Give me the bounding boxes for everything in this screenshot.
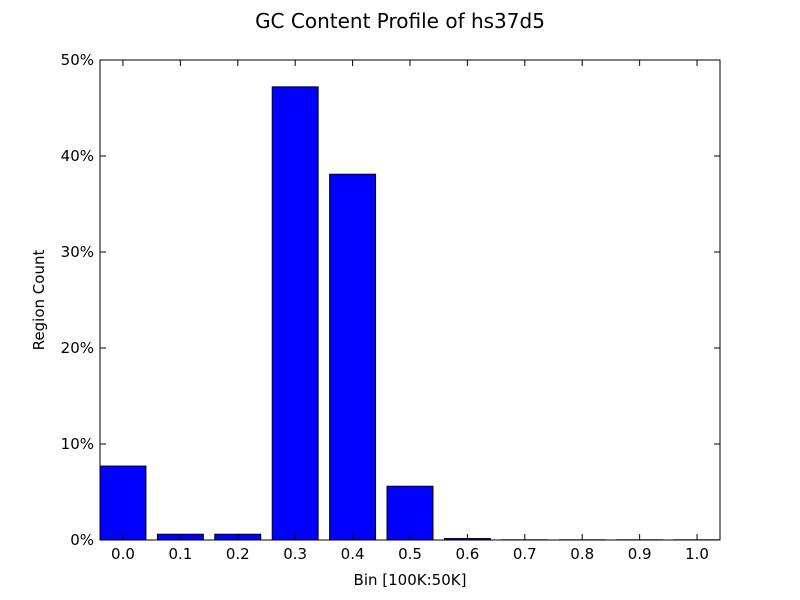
plot-area-frame bbox=[99, 59, 721, 541]
x-tick-label: 0.8 bbox=[570, 545, 594, 563]
bar-0.4 bbox=[329, 173, 377, 541]
x-tick-label: 0.7 bbox=[513, 545, 537, 563]
x-tick-label: 0.2 bbox=[226, 545, 250, 563]
x-tick-label: 0.6 bbox=[455, 545, 479, 563]
x-tick-label: 0.4 bbox=[341, 545, 365, 563]
x-axis-ticks: 0.0 0.1 0.2 0.3 0.4 0.5 0.6 0.7 0.8 0.9 1.0 bbox=[111, 60, 709, 563]
x-tick-label: 1.0 bbox=[685, 545, 709, 563]
x-tick-label: 0.9 bbox=[628, 545, 652, 563]
y-tick-label: 20% bbox=[61, 339, 94, 357]
chart-title: GC Content Profile of hs37d5 bbox=[255, 9, 545, 33]
y-axis-title: Region Count bbox=[30, 250, 48, 351]
x-tick-label: 0.5 bbox=[398, 545, 422, 563]
y-axis-ticks: 0% 10% 20% 30% 40% 50% bbox=[61, 51, 720, 549]
x-axis-title: Bin [100K:50K] bbox=[354, 571, 467, 589]
x-tick-label: 0.0 bbox=[111, 545, 135, 563]
y-tick-label: 0% bbox=[70, 531, 94, 549]
y-tick-label: 40% bbox=[61, 147, 94, 165]
y-tick-label: 10% bbox=[61, 435, 94, 453]
x-tick-label: 0.3 bbox=[283, 545, 307, 563]
y-tick-label: 50% bbox=[61, 51, 94, 69]
x-tick-label: 0.1 bbox=[168, 545, 192, 563]
bar-0.0 bbox=[99, 465, 147, 541]
bar-0.5 bbox=[386, 485, 434, 541]
bars-group bbox=[99, 86, 721, 541]
bar-0.3 bbox=[271, 86, 319, 541]
y-tick-label: 30% bbox=[61, 243, 94, 261]
